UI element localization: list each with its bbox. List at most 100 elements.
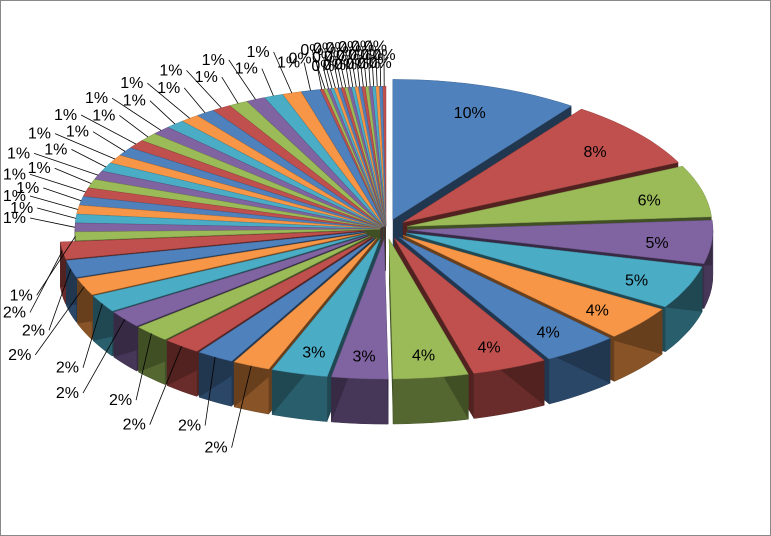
data-label: 1% (195, 69, 218, 86)
data-label: 1% (3, 210, 26, 227)
pie-slice (388, 238, 469, 380)
data-label: 1% (246, 44, 269, 61)
leader-line (221, 76, 239, 104)
data-label: 0% (324, 48, 347, 65)
data-label: 0% (372, 47, 395, 64)
leader-line (80, 114, 137, 145)
leader-line (303, 62, 311, 91)
data-label: 2% (204, 440, 227, 457)
data-label: 0% (364, 39, 387, 56)
leader-line (82, 319, 126, 394)
data-label: 2% (8, 347, 31, 364)
data-label: 0% (346, 56, 369, 73)
leader-line (231, 365, 252, 448)
data-label: 0% (312, 49, 335, 66)
leader-line (261, 68, 274, 97)
leader-line (119, 115, 149, 138)
data-label: 1% (235, 61, 258, 78)
data-label: 1% (44, 141, 67, 158)
data-label: 3% (353, 349, 376, 366)
data-label: 0% (351, 39, 374, 56)
leader-line (359, 55, 364, 87)
leader-line (379, 63, 382, 87)
data-label: 5% (625, 273, 648, 290)
data-label: 0% (300, 42, 323, 59)
data-label: 0% (288, 50, 311, 67)
data-label: 1% (28, 126, 51, 143)
data-label: 0% (326, 40, 349, 57)
leader-line (149, 100, 176, 125)
data-label: 0% (323, 57, 346, 74)
data-label: 1% (157, 80, 180, 97)
leader-line (34, 286, 85, 356)
pie-slice (402, 235, 663, 337)
pie-slice (402, 108, 679, 223)
data-label: 1% (277, 55, 300, 72)
data-label: 4% (478, 340, 501, 357)
leader-line (323, 57, 333, 89)
data-label: 0% (336, 48, 359, 65)
pie-slice (271, 238, 381, 377)
leader-line (29, 217, 76, 228)
data-labels: 10%8%6%5%5%4%4%4%4%3%3%2%2%2%2%2%2%2%2%2… (3, 39, 669, 457)
data-label: 4% (586, 303, 609, 320)
leader-line (29, 250, 63, 313)
data-label: 2% (22, 322, 45, 339)
leader-line (311, 49, 326, 90)
data-label: 0% (311, 58, 334, 75)
pie-slice (392, 79, 572, 220)
leader-line (333, 64, 340, 88)
leader-line (371, 54, 375, 87)
pie-slice (406, 232, 703, 308)
data-label: 1% (16, 180, 39, 197)
slice-tops (59, 79, 714, 380)
leader-line (186, 70, 222, 109)
leader-line (147, 82, 190, 119)
data-label: 1% (54, 107, 77, 124)
leader-line (54, 133, 116, 160)
data-label: 0% (338, 39, 361, 56)
leader-line (54, 167, 92, 184)
data-label: 1% (28, 160, 51, 177)
pie-slice (407, 165, 712, 227)
leader-line (135, 333, 152, 401)
leader-line (345, 64, 350, 88)
leader-line (228, 59, 256, 100)
data-label: 0% (348, 47, 371, 64)
data-label: 1% (10, 200, 33, 217)
leader-line (204, 356, 216, 426)
data-label: 2% (56, 360, 79, 377)
pie-slice (330, 239, 389, 380)
leader-line (347, 55, 354, 88)
leader-line (336, 47, 347, 88)
pie-slice (407, 219, 714, 264)
data-label: 1% (92, 107, 115, 124)
leader-line (324, 48, 336, 89)
data-label: 1% (66, 124, 89, 141)
data-label: 2% (109, 392, 132, 409)
data-label: 1% (3, 166, 26, 183)
data-label: 0% (360, 47, 383, 64)
leader-line (71, 149, 107, 168)
leader-line (36, 236, 76, 296)
data-label: 1% (120, 75, 143, 92)
leader-line (362, 46, 368, 87)
leader-line (111, 97, 162, 131)
data-label: 2% (3, 305, 26, 322)
data-label: 6% (638, 192, 661, 209)
leader-line (335, 56, 343, 88)
leader-line (149, 346, 182, 425)
pie-slice (398, 236, 611, 360)
leader-lines (29, 46, 385, 448)
pie-slice (394, 238, 545, 374)
data-label: 8% (583, 144, 606, 161)
leader-line (29, 195, 79, 210)
leader-line (29, 173, 86, 193)
data-label: 1% (7, 145, 30, 162)
data-label: 0% (334, 56, 357, 73)
data-label: 5% (646, 235, 669, 252)
data-label: 1% (3, 188, 26, 205)
data-label: 2% (56, 385, 79, 402)
